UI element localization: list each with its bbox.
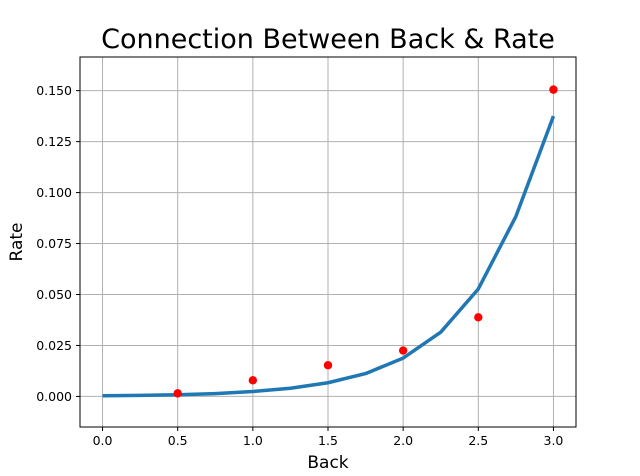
y-tick-label: 0.150 bbox=[36, 83, 72, 98]
y-tick-label: 0.100 bbox=[36, 185, 72, 200]
x-tick-label: 1.0 bbox=[243, 433, 263, 448]
y-tick-label: 0.000 bbox=[36, 389, 72, 404]
x-tick-label: 3.0 bbox=[544, 433, 564, 448]
x-tick-label: 0.0 bbox=[93, 433, 113, 448]
x-tick-label: 1.5 bbox=[318, 433, 338, 448]
y-tick-label: 0.125 bbox=[36, 134, 72, 149]
y-axis: 0.000 0.025 0.050 0.075 0.100 0.125 0.150 bbox=[36, 83, 80, 404]
y-tick-label: 0.025 bbox=[36, 338, 72, 353]
y-tick-label: 0.050 bbox=[36, 287, 72, 302]
data-point bbox=[173, 389, 182, 398]
x-tick-label: 0.5 bbox=[168, 433, 188, 448]
grid bbox=[80, 57, 576, 427]
chart-title: Connection Between Back & Rate bbox=[101, 24, 555, 55]
data-point bbox=[323, 361, 333, 370]
data-point bbox=[474, 313, 483, 322]
y-axis-label: Rate bbox=[7, 223, 27, 262]
data-point bbox=[398, 346, 408, 355]
x-axis-label: Back bbox=[307, 453, 348, 473]
x-tick-label: 2.0 bbox=[393, 433, 413, 448]
x-tick-label: 2.5 bbox=[468, 433, 488, 448]
data-point bbox=[248, 376, 258, 385]
y-tick-label: 0.075 bbox=[36, 236, 72, 251]
x-axis: 0.0 0.5 1.0 1.5 2.0 2.5 3.0 bbox=[93, 427, 564, 448]
data-point bbox=[549, 85, 558, 94]
points-layer bbox=[173, 85, 558, 398]
